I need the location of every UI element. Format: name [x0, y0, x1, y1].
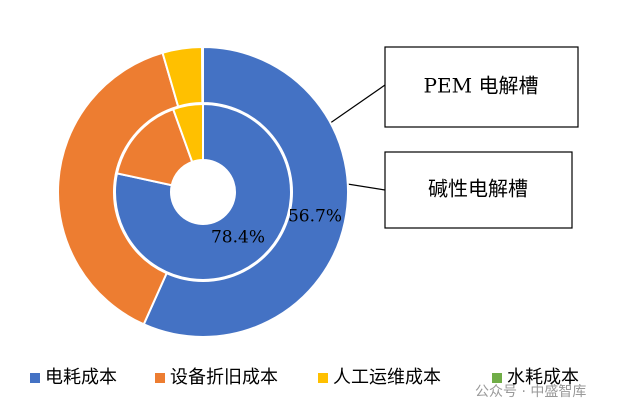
slice: [201, 45, 204, 105]
slice: [114, 102, 292, 281]
callout-box: [384, 151, 573, 229]
legend-swatch: [318, 373, 328, 383]
legend-label: 水耗成本: [507, 367, 579, 388]
legend-swatch: [492, 373, 502, 383]
data-label: 78.4%: [211, 228, 265, 248]
legend-swatch: [30, 373, 40, 383]
watermark: 公众号 · 中盛智库: [475, 384, 586, 400]
slice: [115, 107, 194, 187]
data-label: 56.7%: [288, 207, 342, 227]
legend-label: 设备折旧成本: [170, 367, 278, 388]
callout-box: [384, 46, 579, 128]
series-name: 碱性电解槽: [428, 177, 528, 201]
series-name: PEM 电解槽: [424, 74, 539, 98]
rings: [57, 45, 349, 338]
legend-swatch: [155, 373, 165, 383]
legend-label: 电耗成本: [45, 367, 117, 388]
legend-label: 人工运维成本: [333, 367, 441, 388]
